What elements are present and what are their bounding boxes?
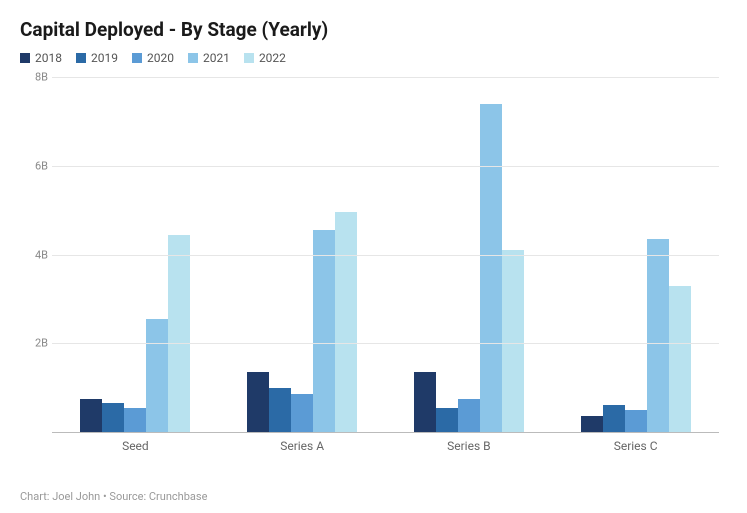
x-axis-labels: SeedSeries ASeries BSeries C <box>52 433 719 457</box>
bar <box>414 372 436 432</box>
bar <box>335 212 357 432</box>
legend-label: 2022 <box>259 51 286 65</box>
legend-item: 2018 <box>20 51 62 65</box>
legend-item: 2019 <box>76 51 118 65</box>
grid-line <box>52 343 719 344</box>
bar <box>247 372 269 432</box>
bar <box>581 416 603 432</box>
bar <box>480 104 502 432</box>
bar <box>168 235 190 432</box>
legend-label: 2018 <box>35 51 62 65</box>
bar <box>313 230 335 432</box>
bar <box>146 319 168 432</box>
grid-line <box>52 166 719 167</box>
bar <box>291 394 313 432</box>
bar <box>269 388 291 432</box>
x-tick-label: Seed <box>52 433 219 457</box>
x-tick-label: Series C <box>552 433 719 457</box>
bar <box>647 239 669 432</box>
y-tick-label: 8B <box>22 71 48 84</box>
legend-item: 2020 <box>132 51 174 65</box>
chart-credit: Chart: Joel John • Source: Crunchbase <box>20 490 207 503</box>
legend-swatch <box>132 53 142 63</box>
y-tick-label: 2B <box>22 337 48 350</box>
legend-label: 2019 <box>91 51 118 65</box>
legend-swatch <box>20 53 30 63</box>
bar <box>436 408 458 432</box>
legend-swatch <box>76 53 86 63</box>
bar <box>625 410 647 432</box>
plot-area: 2B4B6B8B <box>52 77 719 433</box>
chart-area: 2B4B6B8B SeedSeries ASeries BSeries C <box>52 77 719 457</box>
bar <box>669 286 691 432</box>
grid-line <box>52 255 719 256</box>
chart-title: Capital Deployed - By Stage (Yearly) <box>20 18 727 41</box>
bar <box>80 399 102 432</box>
legend-label: 2021 <box>203 51 230 65</box>
legend-swatch <box>244 53 254 63</box>
y-tick-label: 4B <box>22 248 48 261</box>
x-tick-label: Series A <box>219 433 386 457</box>
bar <box>102 403 124 432</box>
legend-item: 2021 <box>188 51 230 65</box>
legend-label: 2020 <box>147 51 174 65</box>
bar <box>603 405 625 432</box>
x-tick-label: Series B <box>386 433 553 457</box>
grid-line <box>52 77 719 78</box>
bar <box>124 408 146 432</box>
legend-item: 2022 <box>244 51 286 65</box>
legend-swatch <box>188 53 198 63</box>
legend: 2018 2019 2020 2021 2022 <box>20 51 727 65</box>
y-tick-label: 6B <box>22 159 48 172</box>
bar <box>502 250 524 432</box>
bar <box>458 399 480 432</box>
